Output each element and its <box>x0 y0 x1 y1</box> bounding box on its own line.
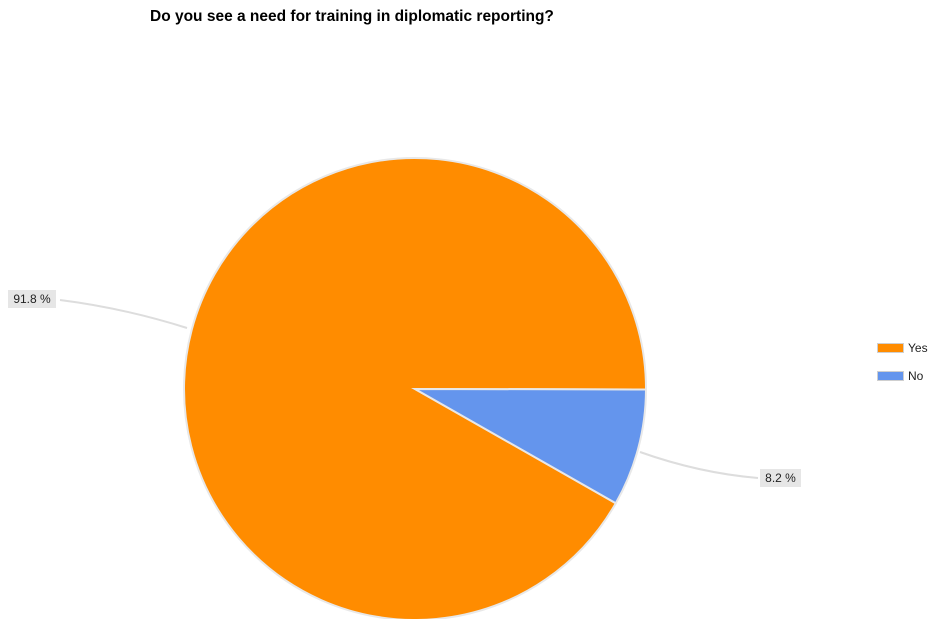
legend-swatch-yes <box>877 343 904 353</box>
data-label-no: 8.2 % <box>765 471 796 485</box>
legend-label-no: No <box>908 369 924 383</box>
legend-swatch-no <box>877 371 904 381</box>
leader-line-no <box>639 451 759 479</box>
data-label-box-yes <box>8 290 56 308</box>
pie-slice-no[interactable] <box>411 387 648 505</box>
chart-title: Do you see a need for training in diplom… <box>150 8 554 25</box>
legend-item-yes[interactable]: Yes <box>877 341 928 355</box>
data-label-yes: 91.8 % <box>13 292 51 306</box>
leader-line-yes <box>59 299 188 329</box>
legend-label-yes: Yes <box>908 341 928 355</box>
legend-item-no[interactable]: No <box>877 369 928 383</box>
data-label-box-no <box>760 469 801 487</box>
legend: Yes No <box>877 341 928 397</box>
